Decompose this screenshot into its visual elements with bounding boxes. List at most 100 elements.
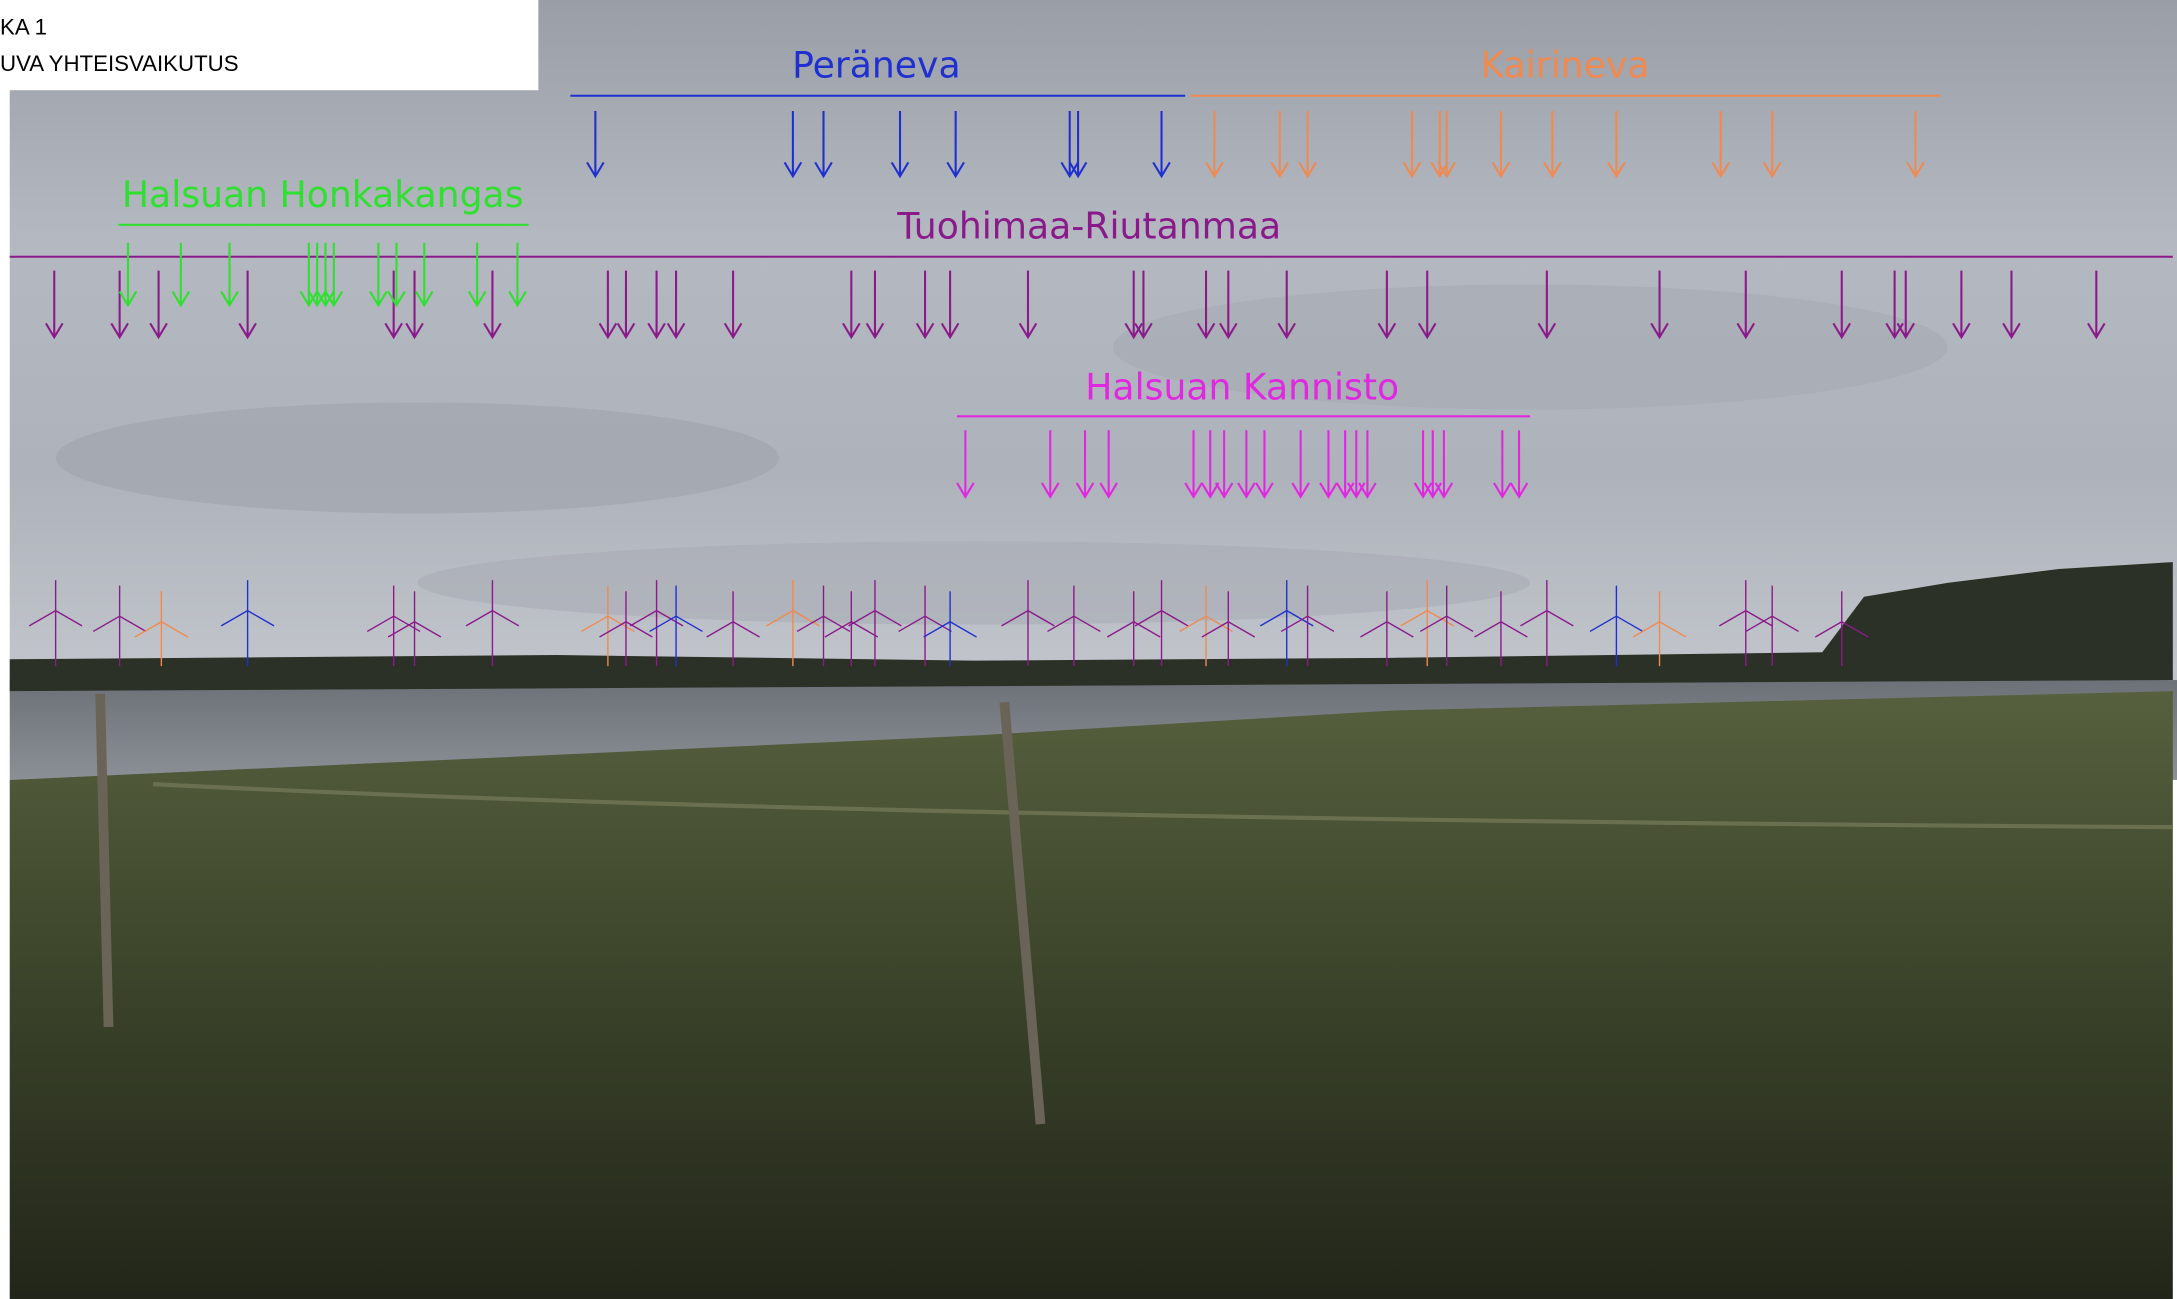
arrow-head [1430, 161, 1449, 179]
arrow-head [316, 290, 335, 308]
field [9, 691, 2173, 1299]
arrow-head [299, 290, 319, 308]
turbine-blades [1474, 591, 1528, 638]
arrow-head [307, 290, 327, 308]
turbine-blades [1280, 585, 1335, 633]
arrow-head [387, 290, 406, 308]
arrow-head [586, 161, 605, 179]
arrow-head [1152, 161, 1171, 179]
turbine-blades [1360, 591, 1414, 638]
turbine-blades [366, 585, 421, 633]
turbine-blades [1001, 580, 1055, 627]
header-subtitle: UVA YHTEISVAIKUTUS [0, 51, 239, 76]
arrow-head [940, 322, 960, 340]
turbine-blades [1718, 580, 1773, 627]
arrow-head [220, 290, 239, 308]
arrow-head [1214, 482, 1234, 499]
arrow-head [1906, 161, 1925, 179]
label: Halsuan Honkakangas [122, 173, 524, 216]
turbines [28, 580, 1869, 667]
arrow-head [814, 161, 833, 179]
arrow-head [1205, 161, 1224, 179]
arrow-head [483, 322, 502, 340]
arrow-head [1319, 482, 1338, 499]
arrow-head [616, 322, 636, 340]
arrow-head [45, 322, 64, 340]
arrow-head [1762, 161, 1782, 179]
tree-line [9, 562, 2173, 692]
header-title: KA 1 [0, 15, 47, 40]
arrow-head [149, 322, 168, 340]
turbine-blades [1419, 585, 1474, 633]
arrow-head [1018, 322, 1038, 340]
cloud [55, 402, 779, 514]
turbine-blades [649, 585, 703, 633]
arrow-head [1952, 322, 1971, 340]
arrow-head [1537, 322, 1557, 340]
arrow-head [415, 290, 434, 308]
turbine-blades [1400, 580, 1455, 627]
arrow-head [1607, 161, 1626, 179]
turbine-blades [1745, 585, 1799, 633]
arrow-head [1060, 161, 1079, 179]
turbine-blades [28, 580, 83, 627]
arrow-head [1358, 482, 1377, 499]
turbine-blades [1259, 580, 1314, 627]
arrow-head [1543, 161, 1562, 179]
arrow-head [1417, 322, 1437, 340]
arrow-head [1298, 161, 1317, 179]
arrow-head [1832, 322, 1851, 340]
arrow-head [1437, 161, 1456, 179]
arrow-head [956, 482, 975, 499]
arrow-head [1277, 322, 1296, 340]
arrow-head [1434, 482, 1454, 499]
arrow-head [1075, 482, 1095, 499]
turbine-blades [1520, 580, 1574, 627]
arrow-head [2002, 322, 2021, 340]
arrow-head [1650, 322, 1669, 340]
fence-post [999, 701, 1046, 1125]
turbine-blades [766, 580, 820, 627]
arrow-head [1237, 482, 1256, 499]
turbine-blades [629, 580, 684, 627]
turbine-blades [898, 585, 952, 633]
path [152, 782, 2173, 830]
arrow-head [384, 322, 403, 340]
arrow-head [118, 290, 138, 308]
header-box [0, 0, 539, 91]
turbine-blades [1589, 585, 1644, 633]
arrow-head [1491, 161, 1511, 179]
arrow-head [171, 290, 191, 308]
arrow-head [1099, 482, 1118, 499]
turbine-blades [1047, 585, 1101, 633]
arrow-head [1896, 322, 1915, 340]
turbine-blades [134, 591, 189, 638]
turbine-blades [1201, 591, 1256, 638]
arrow-head [1068, 161, 1088, 179]
arrow-head [598, 322, 618, 340]
arrow-head [1196, 322, 1216, 340]
arrow-head [405, 322, 424, 340]
arrow-head [1219, 322, 1238, 340]
turbine-blades [465, 580, 520, 627]
arrow-head [1184, 482, 1203, 499]
arrow-head [1413, 482, 1433, 499]
arrow-head [1377, 322, 1397, 340]
turbine-blades [387, 591, 442, 638]
arrow-head [1124, 322, 1143, 340]
arrow-head [1402, 161, 1422, 179]
annotations [9, 94, 2173, 499]
label: Tuohimaa-Riutanmaa [896, 205, 1281, 248]
label: Kairineva [1480, 44, 1649, 87]
turbine-blades [92, 585, 147, 633]
arrow-head [2087, 322, 2106, 340]
arrow-head [1041, 482, 1060, 499]
arrow-head [1736, 322, 1756, 340]
label: Halsuan Kannisto [1085, 366, 1399, 409]
arrow-head [890, 161, 910, 179]
turbine-blades [923, 591, 977, 638]
turbine-blades [220, 580, 275, 627]
arrow-head [723, 322, 743, 340]
